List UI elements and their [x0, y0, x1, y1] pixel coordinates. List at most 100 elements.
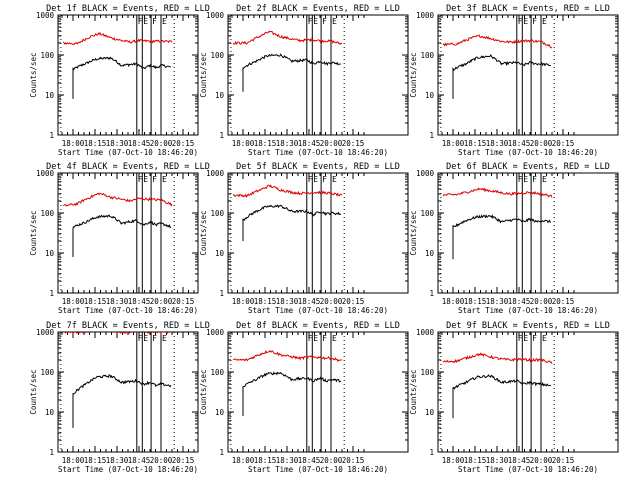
marker-label: F	[322, 17, 327, 26]
y-axis-label: Counts/sec	[409, 369, 418, 414]
x-axis-label: Start Time (07-Oct-10 18:46:20)	[248, 306, 388, 315]
marker-label: E	[162, 334, 167, 343]
marker-label: F	[138, 175, 143, 184]
x-tick-label: 18:00	[62, 456, 85, 465]
x-tick-label: 18:00	[442, 297, 465, 306]
marker-label: F	[518, 175, 523, 184]
marker-label: E	[313, 334, 318, 343]
x-tick-label: 18:30	[486, 297, 509, 306]
y-tick-label: 10	[215, 249, 225, 258]
x-tick-label: 18:45	[298, 139, 321, 148]
series-group	[232, 184, 343, 241]
series-line-events	[452, 214, 552, 260]
x-tick-label: 18:15	[464, 139, 487, 148]
y-tick-label: 1000	[36, 169, 55, 178]
y-axis-label: Counts/sec	[199, 52, 208, 97]
plot-frame	[57, 172, 199, 294]
plot-frame	[437, 14, 619, 136]
y-tick-label: 100	[420, 209, 434, 218]
series-line-lld	[62, 31, 173, 46]
series-line-lld	[232, 349, 343, 363]
y-tick-label: 100	[40, 368, 54, 377]
marker-label: F	[308, 175, 313, 184]
series-line-lld	[232, 30, 343, 45]
detector-panel-3: Det 3f BLACK = Events, RED = LLD 1 10 100 10…	[409, 4, 619, 157]
y-axis-label: Counts/sec	[199, 369, 208, 414]
marker-label: F	[152, 175, 157, 184]
detector-panel-1: Det 1f BLACK = Events, RED = LLD 1 10 100 10…	[29, 4, 210, 157]
x-tick-label: 18:15	[84, 139, 107, 148]
marker-label: E	[143, 175, 148, 184]
x-axis-label: Start Time (07-Oct-10 18:46:20)	[58, 306, 198, 315]
marker-label: F	[518, 334, 523, 343]
chart-title: Det 2f BLACK = Events, RED = LLD	[236, 4, 400, 14]
x-tick-label: 20:15	[172, 297, 195, 306]
x-tick-label: 18:45	[128, 456, 151, 465]
detector-panel-2: Det 2f BLACK = Events, RED = LLD 1 10 100 10…	[199, 4, 409, 157]
y-tick-label: 1000	[206, 328, 225, 337]
series-line-lld	[442, 352, 553, 364]
x-tick-label: 18:45	[128, 297, 151, 306]
marker-label: E	[313, 17, 318, 26]
x-tick-label: 18:45	[508, 297, 531, 306]
marker-label: E	[523, 334, 528, 343]
y-tick-label: 1000	[416, 11, 435, 20]
x-tick-label: 18:30	[106, 297, 129, 306]
y-tick-label: 10	[45, 408, 55, 417]
series-line-lld	[62, 192, 173, 207]
detector-panel-4: Det 4f BLACK = Events, RED = LLD 1 10 100 10…	[29, 162, 210, 315]
x-tick-label: 18:30	[276, 139, 299, 148]
chart-title: Det 6f BLACK = Events, RED = LLD	[446, 162, 610, 172]
marker-label: E	[143, 334, 148, 343]
y-axis-label: Counts/sec	[29, 210, 38, 255]
detector-panel-5: Det 5f BLACK = Events, RED = LLD 1 10 100 10…	[199, 162, 409, 315]
marker-label: E	[332, 175, 337, 184]
x-tick-label: 18:45	[508, 456, 531, 465]
marker-label: E	[332, 334, 337, 343]
x-tick-label: 18:30	[486, 139, 509, 148]
x-tick-label: 18:30	[486, 456, 509, 465]
x-tick-label: 20:15	[552, 456, 575, 465]
marker-label: E	[523, 17, 528, 26]
y-tick-label: 100	[420, 368, 434, 377]
detector-panel-8: Det 8f BLACK = Events, RED = LLD 1 10 100 10…	[199, 321, 409, 474]
marker-label: F	[532, 334, 537, 343]
series-group	[62, 31, 173, 99]
x-tick-label: 20:00	[320, 456, 343, 465]
x-tick-label: 18:30	[106, 139, 129, 148]
y-tick-label: 10	[215, 408, 225, 417]
marker-label: F	[518, 17, 523, 26]
x-tick-label: 18:00	[232, 456, 255, 465]
series-line-lld	[232, 184, 343, 199]
series-line-events	[72, 214, 172, 257]
y-axis-label: Counts/sec	[199, 210, 208, 255]
y-tick-label: 10	[215, 91, 225, 100]
marker-label: E	[162, 175, 167, 184]
chart-title: Det 8f BLACK = Events, RED = LLD	[236, 321, 400, 331]
y-tick-label: 10	[45, 91, 55, 100]
marker-label: E	[162, 17, 167, 26]
marker-label: F	[532, 175, 537, 184]
y-tick-label: 100	[40, 209, 54, 218]
x-axis-label: Start Time (07-Oct-10 18:46:20)	[58, 148, 198, 157]
chart-title: Det 4f BLACK = Events, RED = LLD	[46, 162, 210, 172]
x-axis-label: Start Time (07-Oct-10 18:46:20)	[248, 465, 388, 474]
x-tick-label: 18:00	[62, 139, 85, 148]
y-tick-label: 1	[429, 448, 434, 457]
marker-label: E	[523, 175, 528, 184]
series-line-events	[452, 54, 552, 99]
detector-panel-9: Det 9f BLACK = Events, RED = LLD 1 10 100 10…	[409, 321, 619, 474]
x-tick-label: 20:00	[150, 297, 173, 306]
x-tick-label: 18:45	[128, 139, 151, 148]
y-tick-label: 1	[219, 448, 224, 457]
x-tick-label: 18:15	[84, 456, 107, 465]
x-tick-label: 18:45	[508, 139, 531, 148]
x-tick-label: 20:00	[530, 456, 553, 465]
y-axis-label: Counts/sec	[29, 52, 38, 97]
series-line-events	[242, 204, 342, 241]
y-tick-label: 1	[49, 131, 54, 140]
x-tick-label: 18:45	[298, 297, 321, 306]
marker-label: F	[322, 334, 327, 343]
y-tick-label: 10	[425, 91, 435, 100]
